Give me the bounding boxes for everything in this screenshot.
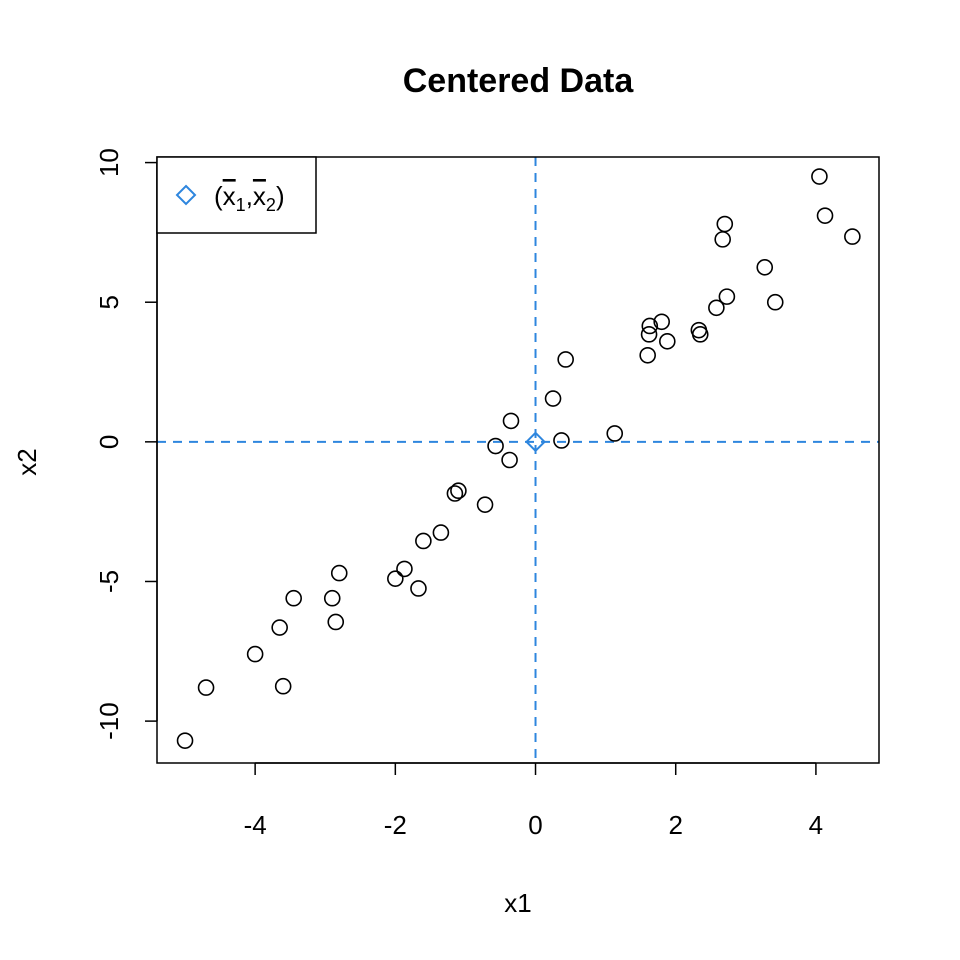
legend-x2-symbol: x xyxy=(253,181,266,211)
chart-title: Centered Data xyxy=(403,62,635,100)
y-axis: -10 -5 0 5 10 xyxy=(94,148,158,740)
x-axis: -4 -2 0 2 4 xyxy=(244,762,823,840)
data-point xyxy=(639,346,656,364)
data-point xyxy=(653,313,670,331)
data-point xyxy=(501,451,518,469)
data-point xyxy=(640,326,658,343)
data-point xyxy=(756,259,774,276)
data-point xyxy=(446,485,464,502)
data-point xyxy=(641,317,659,335)
plot-frame xyxy=(156,156,880,764)
y-tick-label: 0 xyxy=(94,435,124,449)
data-point xyxy=(246,645,264,663)
legend-x1-subscript: 1 xyxy=(236,195,246,215)
y-axis-label: x2 xyxy=(12,448,42,475)
x-tick-label: 4 xyxy=(809,810,823,840)
data-point xyxy=(606,425,624,442)
x-tick-label: 0 xyxy=(528,810,542,840)
data-point xyxy=(714,231,731,248)
data-point xyxy=(285,589,302,607)
x-tick-label: 2 xyxy=(668,810,682,840)
data-point xyxy=(487,437,504,455)
data-point xyxy=(415,532,432,550)
data-point xyxy=(502,412,520,430)
data-point xyxy=(476,496,494,513)
legend-close-paren: ) xyxy=(276,181,285,211)
data-point xyxy=(766,293,784,311)
legend-open-paren: ( xyxy=(214,181,223,211)
reference-lines xyxy=(157,157,879,763)
legend-x2-subscript: 2 xyxy=(266,195,276,215)
data-point xyxy=(387,570,404,587)
data-point xyxy=(432,524,450,541)
data-point xyxy=(553,432,570,449)
data-point xyxy=(197,679,215,696)
data-point xyxy=(274,677,292,695)
data-point xyxy=(844,228,861,245)
x-tick-label: -4 xyxy=(244,810,267,840)
data-point xyxy=(330,564,348,582)
legend: (x1,x2) xyxy=(156,156,317,234)
y-tick-label: 10 xyxy=(94,148,124,177)
data-point xyxy=(708,299,725,317)
y-tick-label: -10 xyxy=(94,702,124,740)
data-point xyxy=(396,560,413,578)
data-point xyxy=(410,580,427,597)
data-point xyxy=(816,207,834,224)
data-points xyxy=(176,168,861,749)
x-tick-label: -2 xyxy=(384,810,407,840)
data-point xyxy=(718,288,736,305)
data-point xyxy=(691,326,709,343)
legend-diamond-icon xyxy=(175,184,197,206)
x-axis-label: x1 xyxy=(504,888,531,918)
data-point xyxy=(271,619,288,636)
data-point xyxy=(557,351,574,368)
data-point xyxy=(544,390,562,407)
data-point xyxy=(323,589,341,607)
data-point xyxy=(716,215,734,233)
data-point xyxy=(811,168,828,185)
center-point-diamond xyxy=(525,431,546,453)
data-point xyxy=(327,613,345,631)
legend-box xyxy=(156,156,317,234)
legend-comma: , xyxy=(246,181,253,211)
legend-label: (x1,x2) xyxy=(214,181,285,215)
y-tick-label: -5 xyxy=(94,570,124,593)
legend-x1-symbol: x xyxy=(223,181,236,211)
center-point-group xyxy=(525,431,546,453)
data-point xyxy=(450,482,467,500)
data-point xyxy=(176,732,194,749)
y-tick-label: 5 xyxy=(94,295,124,309)
data-point xyxy=(659,333,676,350)
